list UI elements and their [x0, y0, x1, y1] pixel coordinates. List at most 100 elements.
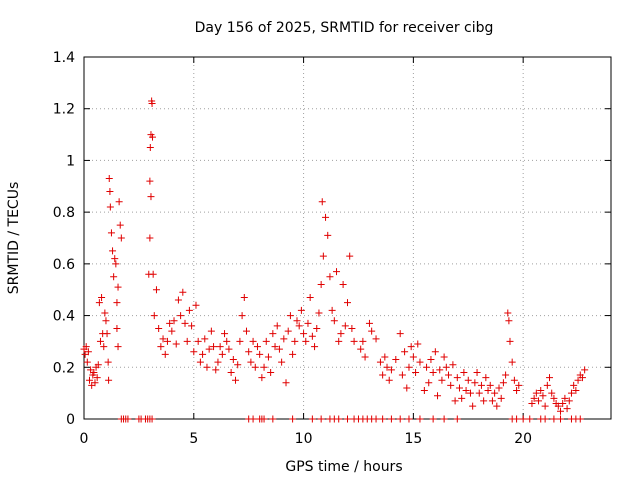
- data-point: [559, 399, 567, 407]
- data-point: [109, 247, 117, 255]
- data-point: [462, 387, 470, 395]
- data-point: [505, 317, 513, 325]
- data-point: [480, 397, 488, 405]
- data-point: [350, 337, 358, 345]
- data-point: [192, 301, 200, 309]
- data-point: [372, 415, 380, 423]
- data-point: [372, 335, 380, 343]
- data-point: [114, 283, 122, 291]
- data-point: [339, 281, 347, 289]
- data-point: [341, 322, 349, 330]
- data-point: [100, 343, 108, 351]
- data-point: [387, 415, 395, 423]
- data-point: [513, 387, 521, 395]
- data-point: [249, 337, 257, 345]
- data-point: [387, 366, 395, 374]
- data-point: [330, 317, 338, 325]
- data-point: [535, 397, 543, 405]
- x-tick-label: 10: [295, 431, 313, 447]
- data-point: [163, 337, 171, 345]
- data-point: [291, 337, 299, 345]
- data-point: [581, 366, 589, 374]
- y-tick-label: 0.2: [53, 360, 75, 376]
- data-point: [335, 337, 343, 345]
- data-point: [317, 415, 325, 423]
- data-point: [519, 415, 527, 423]
- x-tick-label: 15: [404, 431, 422, 447]
- data-point: [271, 343, 279, 351]
- data-point: [576, 415, 584, 423]
- data-point: [425, 379, 433, 387]
- y-axis-label: SRMTID / TECUs: [6, 182, 22, 295]
- data-point: [477, 381, 485, 389]
- data-point: [440, 415, 448, 423]
- data-point: [308, 415, 316, 423]
- data-point: [344, 415, 351, 423]
- data-point: [267, 368, 275, 376]
- data-point: [407, 343, 415, 351]
- data-point: [554, 402, 562, 410]
- data-point: [486, 381, 494, 389]
- data-point: [368, 327, 376, 335]
- data-point: [199, 350, 207, 358]
- data-point: [361, 353, 369, 361]
- data-point: [221, 330, 229, 338]
- data-point: [499, 379, 507, 387]
- data-point: [405, 415, 413, 423]
- data-point: [227, 368, 235, 376]
- data-point: [453, 415, 461, 423]
- data-point: [179, 288, 187, 296]
- data-point: [412, 368, 420, 376]
- data-point: [225, 345, 233, 353]
- y-tick-label: 0.8: [53, 205, 75, 221]
- data-point: [543, 381, 551, 389]
- y-tick-label: 0: [66, 412, 75, 428]
- data-point: [528, 399, 536, 407]
- data-point: [240, 293, 248, 301]
- y-tick-label: 0.6: [53, 257, 75, 273]
- data-point: [567, 389, 575, 397]
- data-point: [238, 312, 246, 320]
- data-point: [383, 363, 391, 371]
- data-point: [313, 325, 321, 332]
- data-point: [563, 405, 571, 413]
- tick-labels: 0 0.2 0.4 0.6 0.8 1 1.2 1.4 0 5 10 15 20: [53, 50, 611, 447]
- data-point: [177, 312, 185, 320]
- data-point: [94, 361, 102, 369]
- data-point: [146, 234, 154, 242]
- data-point: [85, 376, 93, 384]
- data-point: [541, 415, 549, 423]
- data-point: [434, 392, 442, 400]
- data-point: [260, 415, 268, 423]
- data-point: [110, 273, 118, 281]
- data-point: [170, 317, 178, 325]
- data-point: [357, 345, 365, 353]
- data-point: [442, 363, 450, 371]
- data-point: [398, 371, 406, 379]
- data-point: [155, 325, 163, 332]
- data-point: [280, 335, 288, 343]
- data-point: [159, 335, 167, 343]
- data-point: [379, 371, 387, 379]
- data-point: [440, 353, 448, 361]
- data-point: [251, 363, 259, 371]
- data-point: [146, 177, 154, 185]
- x-axis-label: GPS time / hours: [285, 459, 402, 475]
- data-point: [572, 387, 580, 395]
- axes: [83, 56, 612, 420]
- data-point: [150, 312, 158, 320]
- data-point: [168, 327, 176, 335]
- data-point: [229, 356, 237, 364]
- data-point: [403, 384, 411, 392]
- data-point: [460, 368, 468, 376]
- data-point: [91, 379, 99, 387]
- data-point: [504, 309, 512, 317]
- data-point: [346, 252, 354, 260]
- data-point: [482, 374, 490, 382]
- data-point: [124, 415, 132, 423]
- data-point: [214, 358, 222, 366]
- data-point: [578, 374, 586, 382]
- data-point: [185, 306, 193, 314]
- data-point: [183, 337, 191, 345]
